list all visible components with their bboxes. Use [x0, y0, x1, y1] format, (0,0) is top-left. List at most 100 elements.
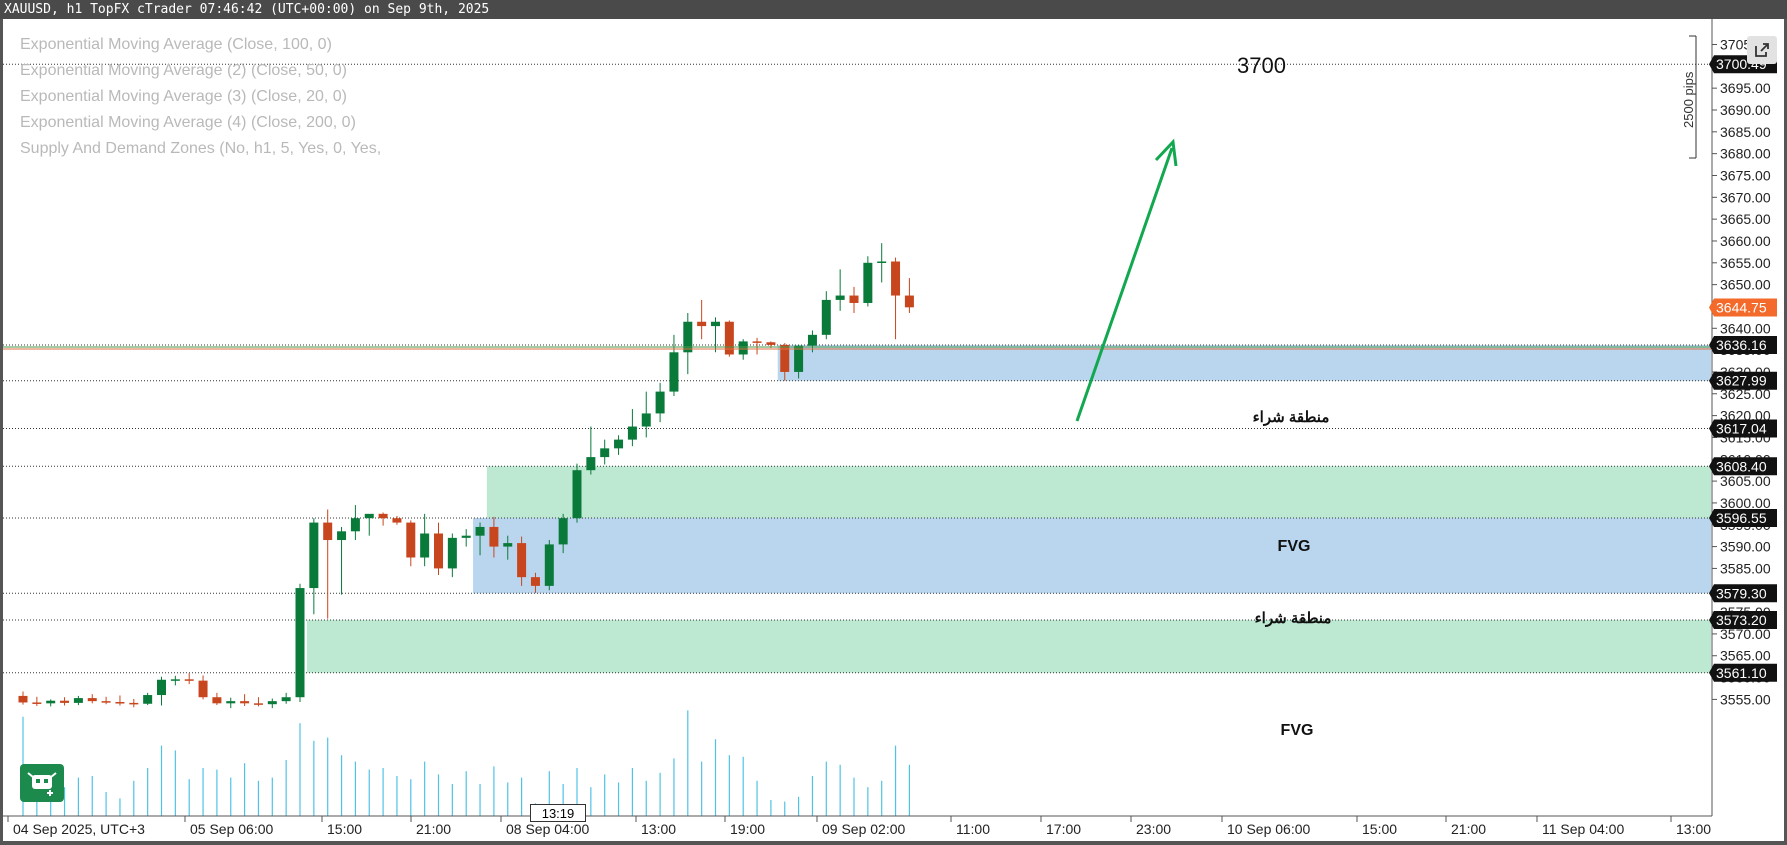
time-cursor-label: 13:19: [530, 804, 586, 822]
price-label-box: [1709, 298, 1777, 317]
cbot-robot-icon: [27, 772, 57, 796]
target-text[interactable]: 3700: [1237, 53, 1286, 78]
buy-zone-2: [473, 517, 1711, 594]
candle-body: [364, 513, 374, 519]
candle-body: [863, 262, 873, 303]
candle-body: [323, 522, 333, 541]
candle-body: [489, 526, 499, 547]
expand-button[interactable]: [1747, 36, 1777, 64]
pips-ruler-label: 2500 pips: [1681, 71, 1696, 128]
candle-2: [46, 699, 56, 707]
candle-body: [87, 698, 97, 702]
price-tick-label-21: 3600.00: [1720, 495, 1771, 511]
candle-body: [669, 352, 679, 392]
candle-body: [807, 334, 817, 346]
pips-ruler[interactable]: 2500 pips: [1681, 35, 1697, 159]
window-border-bottom: [0, 841, 1787, 845]
candle-56: [794, 344, 804, 379]
price-label-box: [1709, 371, 1777, 390]
candle-21: [309, 518, 319, 615]
price-label-7: 3579.30: [1709, 584, 1777, 603]
candle-body: [434, 533, 443, 569]
candle-46: [655, 382, 665, 423]
price-tick-label-30: 3555.00: [1720, 691, 1771, 707]
candle-14: [212, 692, 222, 706]
buy-zone-label-lower: منطقة شراء: [1255, 610, 1332, 627]
candle-25: [364, 513, 374, 536]
candle-body: [572, 470, 582, 519]
candle-body: [752, 341, 762, 343]
candle-body: [586, 457, 596, 471]
price-label-4: 3617.04: [1709, 419, 1777, 438]
price-tick-label-16: 3625.00: [1720, 386, 1771, 402]
candle-body: [46, 700, 56, 704]
candle-body: [738, 341, 748, 355]
candle-36: [517, 536, 527, 586]
candle-body: [627, 426, 637, 440]
legend-ema-200[interactable]: Exponential Moving Average (4) (Close, 2…: [20, 114, 356, 131]
candle-body: [129, 702, 139, 705]
price-tick-label-11: 3650.00: [1720, 277, 1771, 293]
volume-layer: [22, 710, 911, 816]
price-tick-label-24: 3585.00: [1720, 560, 1771, 576]
candle-body: [600, 448, 610, 458]
candle-9: [143, 692, 153, 706]
cbot-button[interactable]: [20, 764, 64, 802]
candle-30: [434, 522, 443, 575]
candle-body: [461, 535, 471, 538]
price-tick-label-10: 3655.00: [1720, 255, 1771, 271]
time-tick-label-7: 09 Sep 02:00: [822, 821, 906, 837]
candle-body: [614, 439, 624, 449]
price-label-text: 3573.20: [1716, 612, 1767, 628]
legend-ema-50[interactable]: Exponential Moving Average (2) (Close, 5…: [20, 62, 347, 79]
candle-8: [129, 698, 139, 708]
target-arrow[interactable]: [1075, 138, 1178, 422]
candle-12: [184, 673, 194, 685]
candle-body: [849, 295, 859, 303]
candle-body: [724, 321, 734, 355]
candle-body: [350, 518, 360, 532]
candle-body: [503, 543, 513, 547]
price-label-text: 3644.75: [1716, 300, 1767, 316]
candle-23: [337, 526, 347, 595]
price-label-text: 3579.30: [1716, 585, 1767, 601]
price-tick-label-7: 3670.00: [1720, 189, 1771, 205]
candle-body: [821, 299, 831, 335]
price-label-5: 3608.40: [1709, 457, 1777, 476]
candle-20: [295, 583, 305, 703]
candle-7: [115, 695, 125, 706]
legend-supply-demand-zones[interactable]: Supply And Demand Zones (No, h1, 5, Yes,…: [20, 140, 382, 157]
time-tick-label-8: 11:00: [956, 821, 990, 837]
candle-26: [378, 512, 388, 526]
candle-10: [157, 676, 166, 706]
candle-11: [170, 675, 180, 686]
candle-body: [558, 518, 568, 545]
candle-body: [337, 531, 347, 541]
price-label-2: 3636.16: [1709, 336, 1777, 355]
candle-body: [198, 680, 208, 698]
candle-48: [683, 313, 693, 375]
price-tick-label-8: 3665.00: [1720, 211, 1771, 227]
price-label-box: [1709, 336, 1777, 355]
candle-34: [489, 516, 499, 558]
candle-body: [766, 342, 776, 345]
candle-body: [655, 391, 665, 414]
candle-42: [600, 439, 610, 465]
candle-35: [503, 535, 513, 560]
candle-body: [378, 513, 388, 519]
legend-ema-100[interactable]: Exponential Moving Average (Close, 100, …: [20, 36, 332, 53]
price-tick-label-2: 3695.00: [1720, 80, 1771, 96]
candle-body: [101, 701, 111, 703]
price-label-text: 3561.10: [1716, 665, 1767, 681]
candle-body: [392, 518, 402, 523]
candle-body: [253, 703, 263, 705]
price-tick-label-23: 3590.00: [1720, 539, 1771, 555]
candle-body: [295, 588, 305, 698]
chart-plot-background[interactable]: [3, 19, 1711, 816]
time-axis[interactable]: 04 Sep 2025, UTC+3 05 Sep 06:00 15:00 21:00…: [7, 816, 1711, 837]
legend-ema-20[interactable]: Exponential Moving Average (3) (Close, 2…: [20, 88, 347, 105]
time-tick-label-9: 17:00: [1046, 821, 1081, 837]
candle-body: [157, 679, 166, 696]
candle-body: [18, 695, 28, 703]
